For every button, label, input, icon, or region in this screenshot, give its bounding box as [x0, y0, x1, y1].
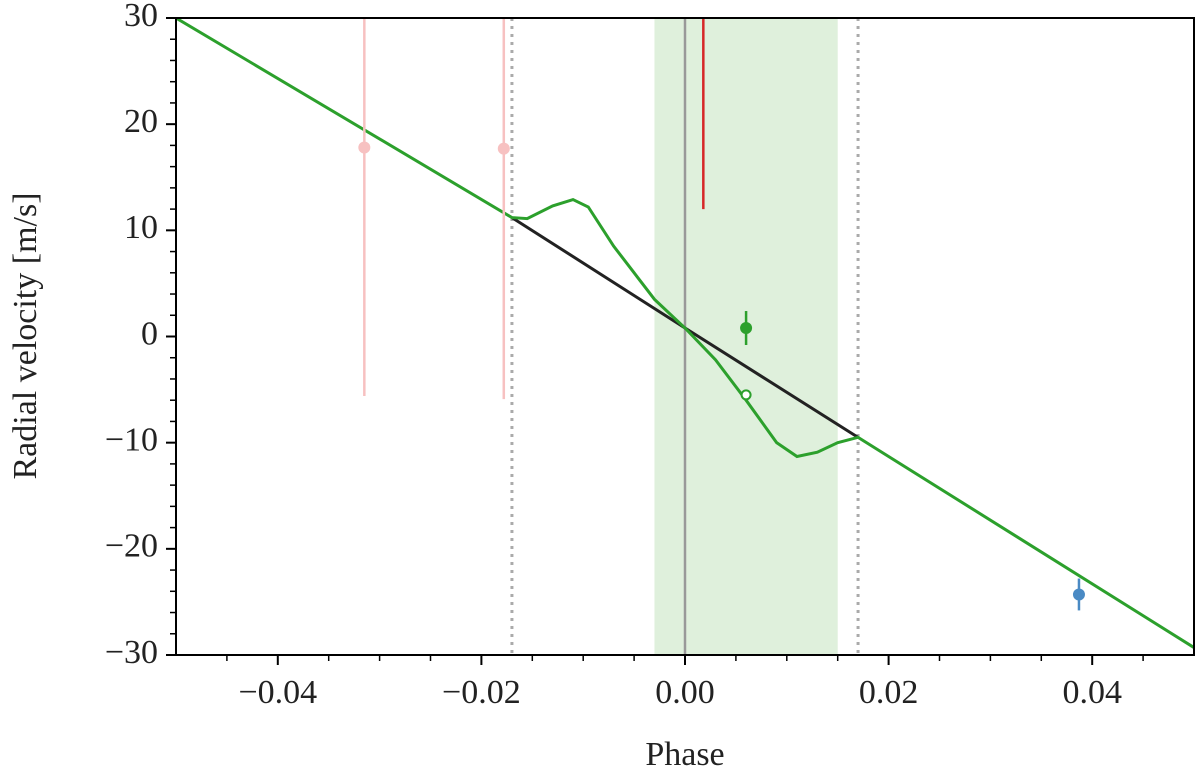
y-axis-label: Radial velocity [m/s] — [7, 192, 44, 479]
data-point — [358, 141, 371, 154]
x-tick-label: 0.04 — [1062, 674, 1122, 711]
data-point — [497, 142, 510, 155]
y-tick-label: 20 — [124, 103, 158, 140]
x-tick-label: 0.02 — [859, 674, 919, 711]
y-tick-label: 30 — [124, 0, 158, 34]
data-point — [740, 389, 752, 401]
x-tick-label: −0.02 — [442, 674, 521, 711]
y-tick-label: −30 — [105, 634, 158, 671]
x-axis-label: Phase — [645, 736, 724, 773]
x-tick-label: 0.00 — [655, 674, 715, 711]
plot-area — [176, 18, 1194, 655]
model-line — [176, 18, 1194, 649]
x-tick-label: −0.04 — [238, 674, 317, 711]
y-tick-label: 10 — [124, 209, 158, 246]
data-point — [1072, 588, 1085, 601]
data-point — [740, 322, 753, 335]
y-tick-label: 0 — [141, 315, 158, 352]
y-tick-label: −10 — [105, 421, 158, 458]
y-tick-label: −20 — [105, 528, 158, 565]
